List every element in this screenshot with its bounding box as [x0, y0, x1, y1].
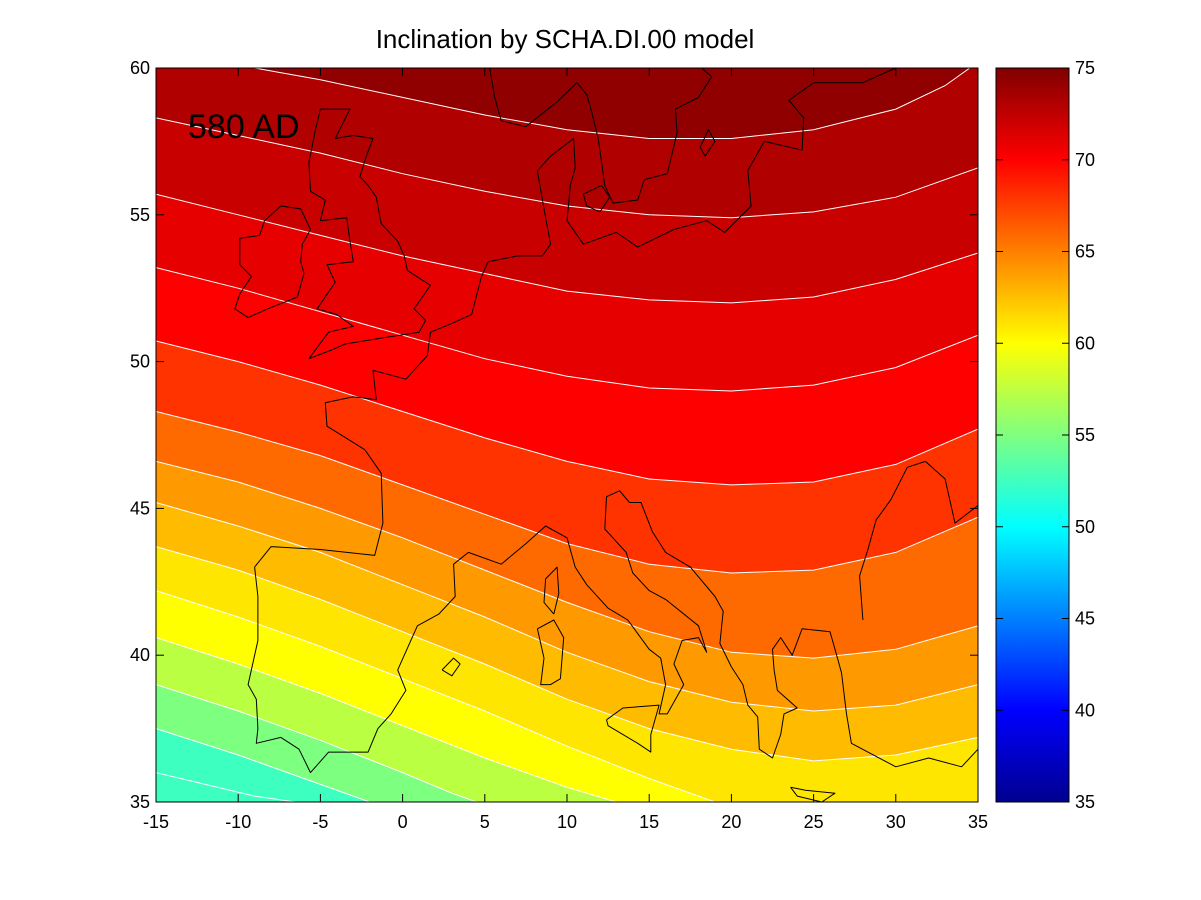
y-tick-label: 55	[130, 205, 150, 225]
colorbar-tick-label: 55	[1075, 425, 1095, 445]
y-tick-label: 60	[130, 58, 150, 78]
colorbar-tick-label: 70	[1075, 150, 1095, 170]
x-tick-label: 5	[480, 812, 490, 832]
colorbar-tick-label: 40	[1075, 700, 1095, 720]
x-tick-label: -5	[312, 812, 328, 832]
coastline-gotland	[699, 129, 716, 157]
colorbar-tick-label: 50	[1075, 517, 1095, 537]
epoch-label: 580 AD	[188, 108, 300, 146]
coastline-black-sea	[859, 460, 978, 621]
coastlines	[234, 68, 978, 802]
contour-line-56	[156, 728, 370, 802]
x-tick-label: 30	[886, 812, 906, 832]
contour-line-58	[156, 684, 477, 802]
colorbar-gradient	[996, 68, 1069, 802]
coastline-ireland	[234, 205, 311, 319]
coastline-sweden	[604, 68, 713, 204]
x-axis: -15 -10 -5 0 5 10 15 20 25 30 35	[143, 68, 988, 832]
contour-line-62	[156, 590, 716, 802]
y-tick-label: 45	[130, 498, 150, 518]
plot-area	[156, 68, 978, 802]
contour-line-76	[156, 193, 978, 304]
x-tick-label: 0	[398, 812, 408, 832]
coastline-norway	[489, 68, 606, 186]
contour-line-80	[254, 68, 971, 139]
coastline-sicily	[606, 704, 660, 753]
contour-line-64	[156, 546, 978, 762]
x-tick-label: 10	[557, 812, 577, 832]
contour-line-72	[156, 340, 978, 486]
colorbar-tick-label: 60	[1075, 333, 1095, 353]
colorbar-ticks: 35 40 45 50 55 60 65 70 75	[996, 58, 1095, 812]
contour-line-54	[156, 772, 296, 802]
contour-line-78	[156, 117, 978, 219]
colorbar-tick-label: 65	[1075, 242, 1095, 262]
coastline-iberia-south	[247, 490, 978, 774]
coastline-iberia	[254, 68, 897, 568]
x-tick-label: 25	[804, 812, 824, 832]
coastline-crete	[790, 786, 836, 802]
contour-line-68	[156, 460, 978, 659]
x-tick-label: -15	[143, 812, 169, 832]
x-tick-label: 20	[721, 812, 741, 832]
contour-line-66	[156, 502, 978, 712]
y-tick-label: 50	[130, 352, 150, 372]
colorbar-tick-label: 75	[1075, 58, 1095, 78]
coastline-zealand	[582, 184, 611, 213]
contour-lines	[156, 68, 978, 802]
y-axis: 35 40 45 50 55 60	[130, 58, 978, 812]
contour-fills	[156, 68, 978, 802]
contour-band-80	[156, 68, 978, 139]
chart-title: Inclination by SCHA.DI.00 model	[376, 24, 755, 54]
coastline-great-britain	[308, 108, 431, 360]
colorbar-tick-label: 45	[1075, 609, 1095, 629]
coastline-corsica	[543, 566, 560, 615]
contour-line-70	[156, 411, 978, 574]
y-tick-label: 35	[130, 792, 150, 812]
contour-line-60	[156, 637, 617, 802]
coastline-mallorca	[441, 657, 461, 677]
colorbar: 35 40 45 50 55 60 65 70 75	[995, 58, 1095, 812]
colorbar-tick-label: 35	[1075, 792, 1095, 812]
contour-line-74	[156, 267, 978, 392]
x-tick-label: 35	[968, 812, 988, 832]
x-tick-label: -10	[225, 812, 251, 832]
coastline-sardinia	[536, 619, 565, 686]
y-tick-label: 40	[130, 645, 150, 665]
x-tick-label: 15	[639, 812, 659, 832]
